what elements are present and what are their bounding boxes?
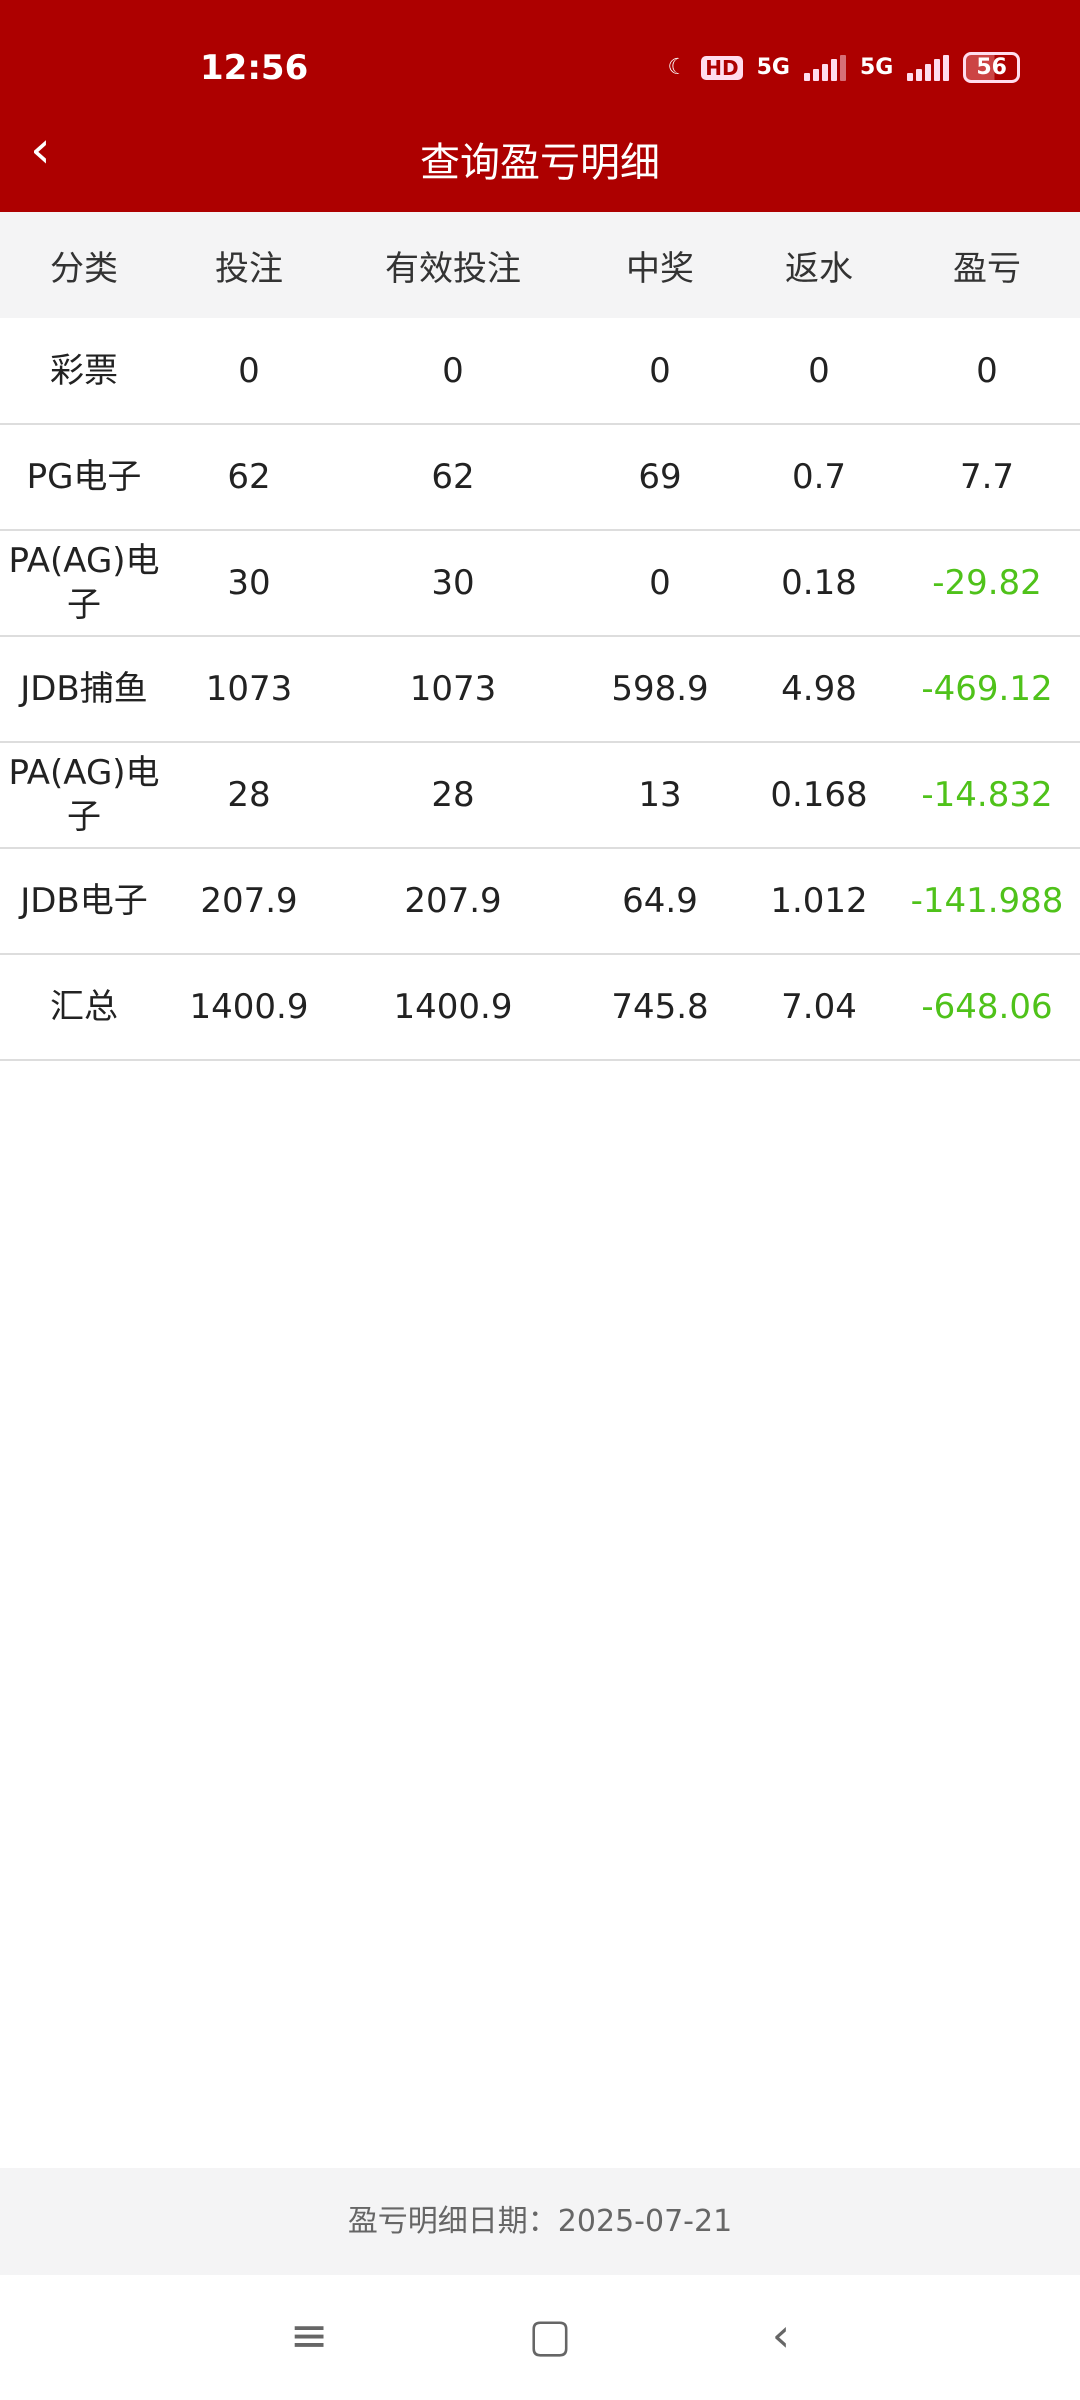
- table-row: PA(AG)电子 28 28 13 0.168 -14.832: [0, 742, 1080, 849]
- table-cell: 汇总: [0, 954, 168, 1061]
- table-cell: -141.988: [894, 848, 1080, 955]
- table-cell: -648.06: [894, 954, 1080, 1061]
- table-cell: 0: [330, 318, 576, 425]
- column-header: 投注: [168, 212, 330, 318]
- table-cell: 4.98: [744, 636, 894, 743]
- table-row: JDB捕鱼 1073 1073 598.9 4.98 -469.12: [0, 636, 1080, 743]
- signal-icon: [907, 54, 950, 81]
- column-header: 返水: [744, 212, 894, 318]
- table-cell: 7.7: [894, 424, 1080, 531]
- table-row: JDB电子 207.9 207.9 64.9 1.012 -141.988: [0, 848, 1080, 955]
- table-cell: 69: [576, 424, 744, 531]
- profit-loss-table: 分类 投注 有效投注 中奖 返水 盈亏 彩票 0 0 0 0 0 PG电子 62 62 69 0.7 7.7 PA…: [0, 212, 1080, 1061]
- table-cell: 64.9: [576, 848, 744, 955]
- table-cell: 7.04: [744, 954, 894, 1061]
- menu-icon[interactable]: ≡: [289, 2308, 329, 2362]
- table-cell: PA(AG)电子: [0, 530, 168, 637]
- table-cell: 207.9: [168, 848, 330, 955]
- report-date: 盈亏明细日期：2025-07-21: [0, 2168, 1080, 2275]
- table-cell: 彩票: [0, 318, 168, 425]
- table-cell: 0: [894, 318, 1080, 425]
- table-cell: 598.9: [576, 636, 744, 743]
- table-cell: -469.12: [894, 636, 1080, 743]
- table-cell: -14.832: [894, 742, 1080, 849]
- back-button[interactable]: ‹: [30, 120, 51, 180]
- page-title: 查询盈亏明细: [420, 140, 660, 186]
- status-bar: 12:56 ☾ HD 5G 5G 56: [0, 0, 1080, 100]
- moon-icon: ☾: [667, 55, 688, 80]
- column-header: 盈亏: [894, 212, 1080, 318]
- table-cell: 30: [330, 530, 576, 637]
- table-cell: 1400.9: [168, 954, 330, 1061]
- table-cell: 745.8: [576, 954, 744, 1061]
- table-cell: 1400.9: [330, 954, 576, 1061]
- system-nav-bar: ≡ ▢ ‹: [0, 2290, 1080, 2380]
- table-row: PG电子 62 62 69 0.7 7.7: [0, 424, 1080, 531]
- table-cell: 0: [576, 318, 744, 425]
- table-cell: 0.168: [744, 742, 894, 849]
- table-row: 彩票 0 0 0 0 0: [0, 318, 1080, 425]
- net-label-2: 5G: [860, 55, 894, 80]
- table-cell: 30: [168, 530, 330, 637]
- app-header: 12:56 ☾ HD 5G 5G 56 ‹ 查询盈亏明细: [0, 0, 1080, 212]
- status-time: 12:56: [200, 48, 309, 88]
- table-cell: -29.82: [894, 530, 1080, 637]
- battery-icon: 56: [963, 52, 1020, 83]
- table-cell: 1073: [168, 636, 330, 743]
- signal-icon: [804, 54, 846, 81]
- table-cell: 13: [576, 742, 744, 849]
- table-cell: 62: [168, 424, 330, 531]
- table-cell: JDB捕鱼: [0, 636, 168, 743]
- table-cell: PA(AG)电子: [0, 742, 168, 849]
- table-cell: 0.18: [744, 530, 894, 637]
- net-label-1: 5G: [756, 55, 790, 80]
- hd-icon: HD: [701, 55, 743, 80]
- table-cell: 207.9: [330, 848, 576, 955]
- home-icon[interactable]: ▢: [528, 2308, 572, 2362]
- table-cell: JDB电子: [0, 848, 168, 955]
- table-cell: 1073: [330, 636, 576, 743]
- table-cell: 0.7: [744, 424, 894, 531]
- table-cell: 0: [744, 318, 894, 425]
- table-cell: 28: [330, 742, 576, 849]
- column-header: 分类: [0, 212, 168, 318]
- table-row: 汇总 1400.9 1400.9 745.8 7.04 -648.06: [0, 954, 1080, 1061]
- table-cell: 0: [168, 318, 330, 425]
- column-header: 有效投注: [330, 212, 576, 318]
- back-icon[interactable]: ‹: [771, 2308, 791, 2362]
- table-cell: 28: [168, 742, 330, 849]
- table-cell: PG电子: [0, 424, 168, 531]
- column-header: 中奖: [576, 212, 744, 318]
- table-row: PA(AG)电子 30 30 0 0.18 -29.82: [0, 530, 1080, 637]
- table-cell: 1.012: [744, 848, 894, 955]
- table-cell: 0: [576, 530, 744, 637]
- table-cell: 62: [330, 424, 576, 531]
